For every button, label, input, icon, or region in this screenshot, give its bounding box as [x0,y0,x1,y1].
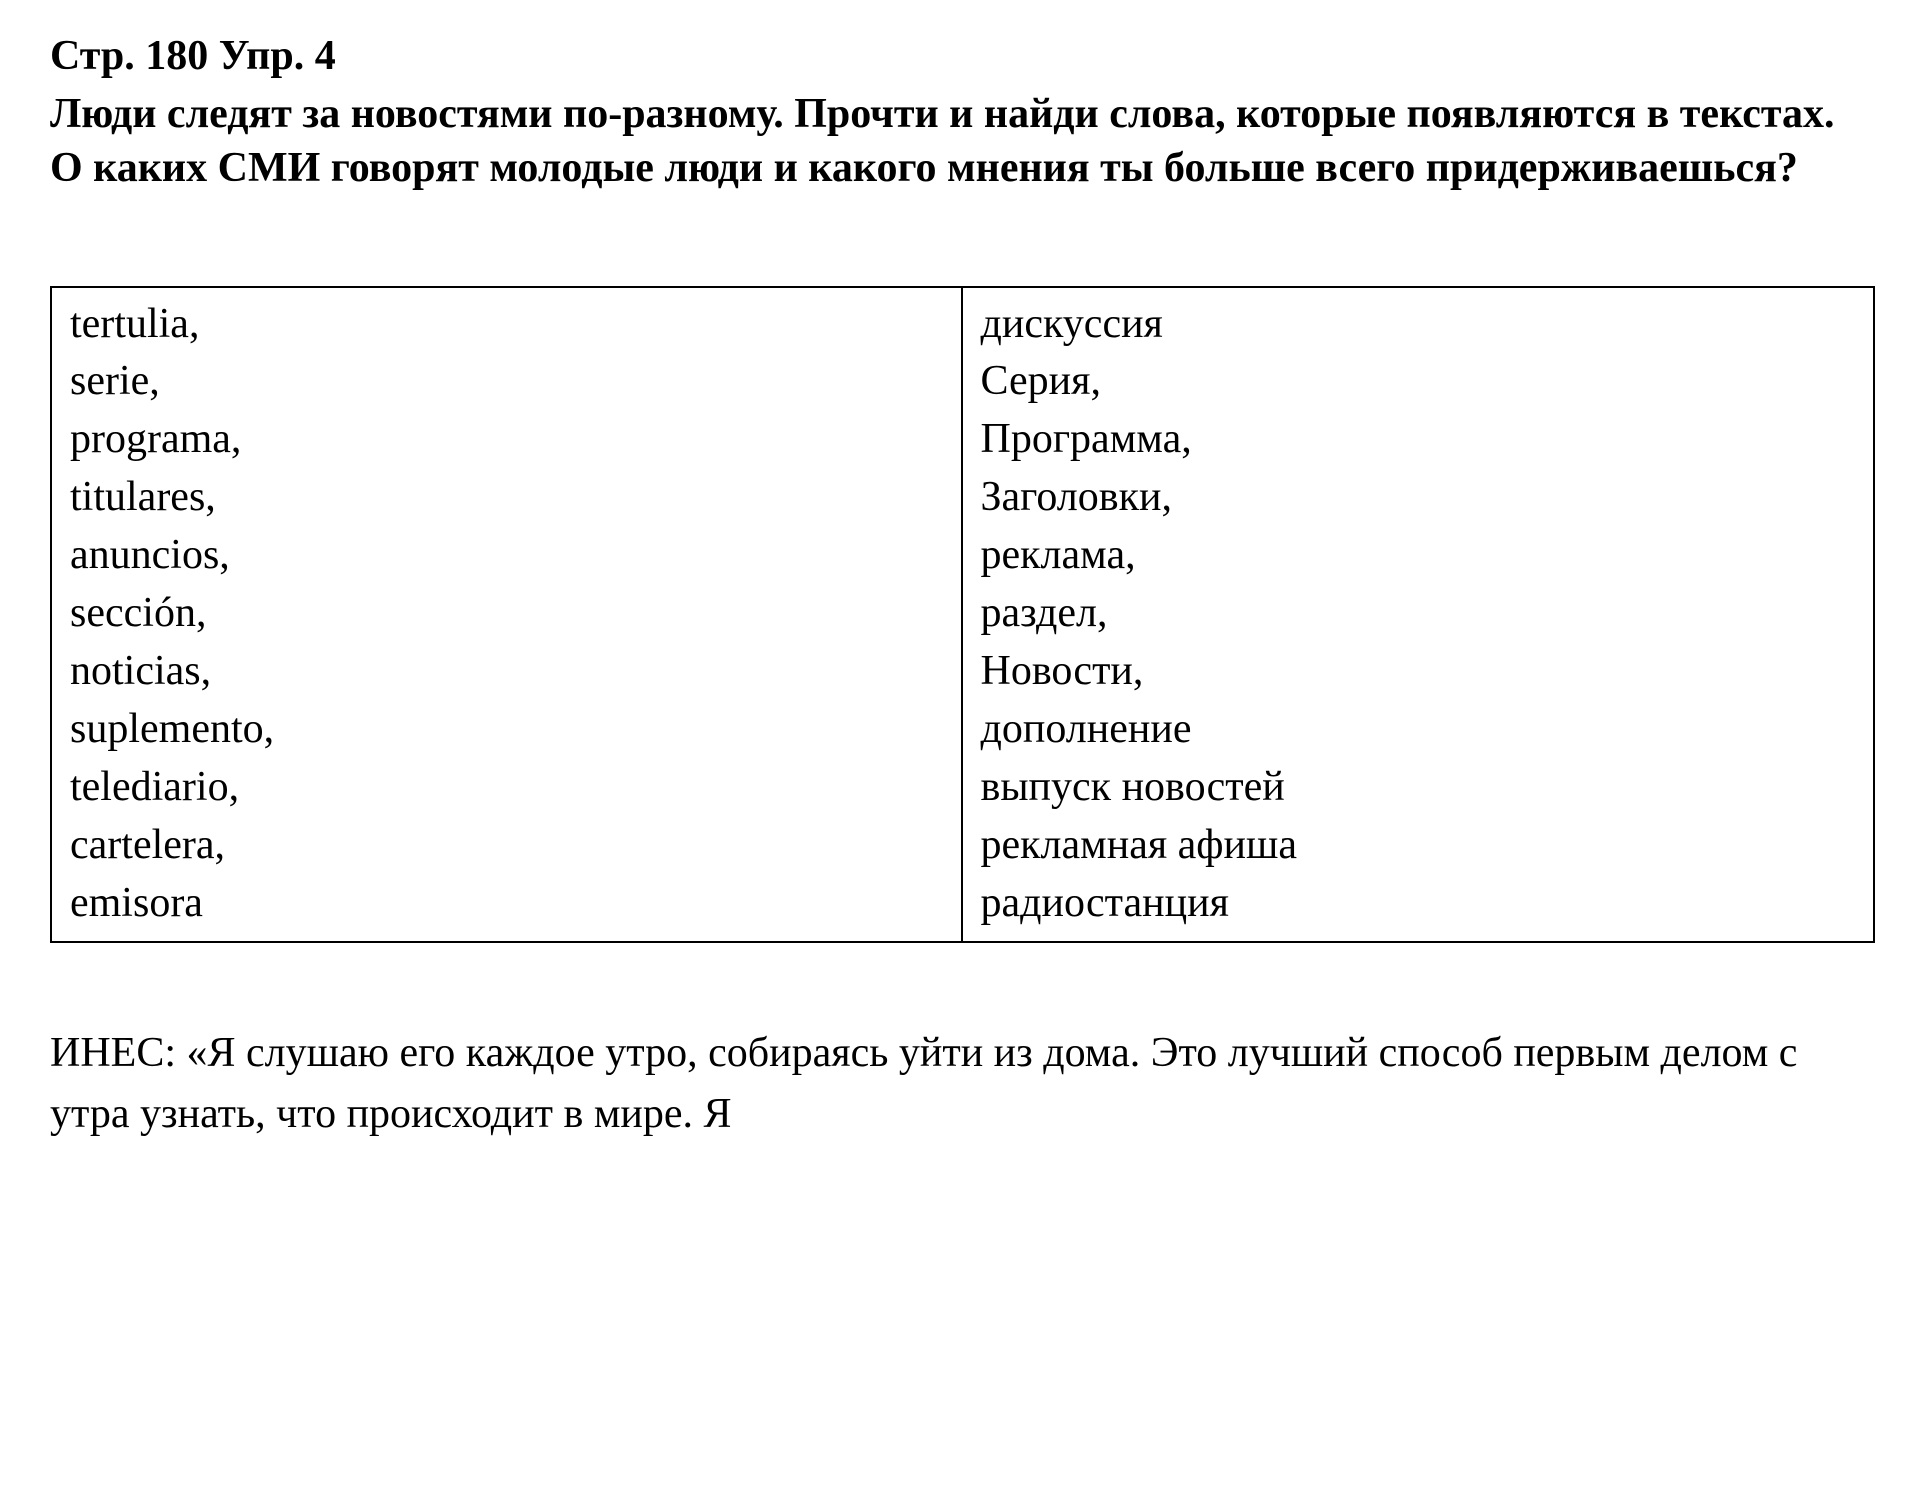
vocab-item: дискуссия [981,296,1856,354]
vocab-item: Новости, [981,643,1856,701]
instruction-text: Люди следят за новостями по-разному. Про… [50,88,1875,196]
vocab-item: реклама, [981,527,1856,585]
vocab-item: выпуск новостей [981,759,1856,817]
vocab-item: радиостанция [981,875,1856,933]
quote-text: «Я слушаю его каждое утро, собираясь уйт… [50,1030,1797,1137]
vocab-item: Программа, [981,411,1856,469]
page-reference: Стр. 180 Упр. 4 [50,32,1875,80]
vocab-item: anuncios, [70,527,943,585]
vocab-item: раздел, [981,585,1856,643]
vocab-col-russian: дискуссия Серия, Программа, Заголовки, р… [963,288,1874,941]
vocab-item: дополнение [981,701,1856,759]
vocab-item: noticias, [70,643,943,701]
vocab-item: cartelera, [70,817,943,875]
page: Стр. 180 Упр. 4 Люди следят за новостями… [0,0,1925,1185]
vocab-item: рекламная афиша [981,817,1856,875]
vocab-item: serie, [70,353,943,411]
speaker-name: ИНЕС: [50,1030,176,1076]
vocab-item: suplemento, [70,701,943,759]
vocab-item: titulares, [70,469,943,527]
vocab-item: Заголовки, [981,469,1856,527]
vocab-item: telediario, [70,759,943,817]
vocab-item: Серия, [981,353,1856,411]
vocab-item: programa, [70,411,943,469]
body-paragraph: ИНЕС: «Я слушаю его каждое утро, собирая… [50,1023,1875,1145]
vocab-col-spanish: tertulia, serie, programa, titulares, an… [52,288,963,941]
vocab-table: tertulia, serie, programa, titulares, an… [50,286,1875,943]
vocab-item: sección, [70,585,943,643]
vocab-item: tertulia, [70,296,943,354]
vocab-item: emisora [70,875,943,933]
